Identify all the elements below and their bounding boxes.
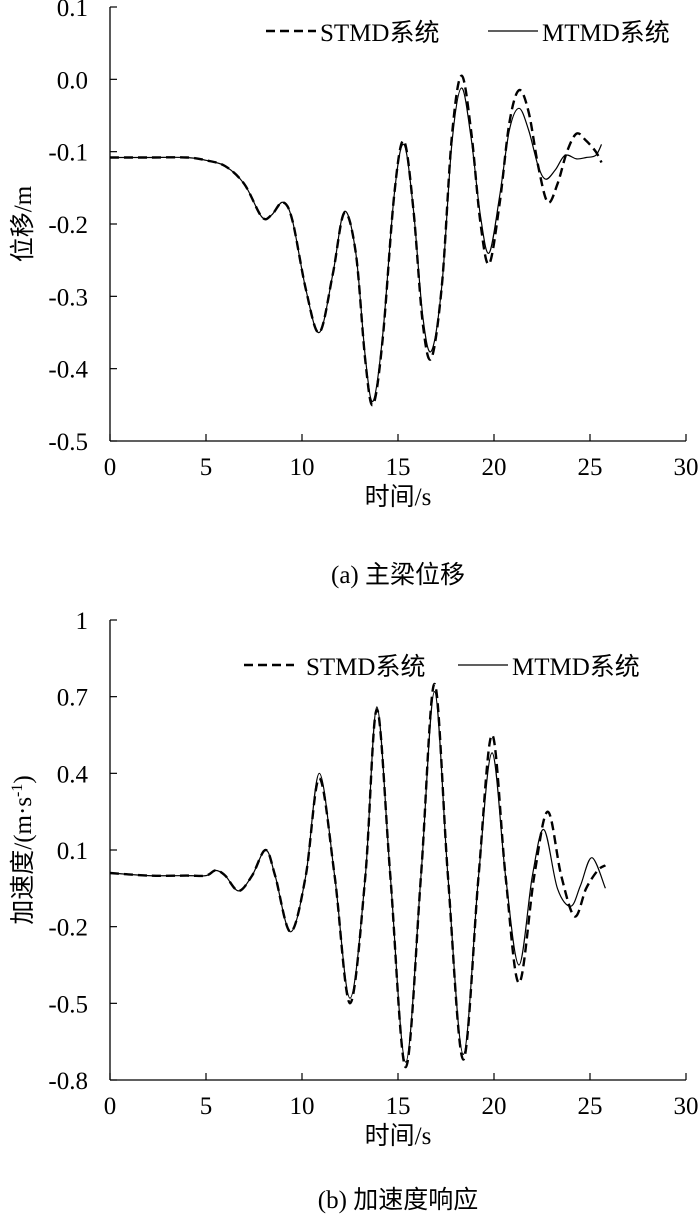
x-axis-label: 时间/s (365, 483, 432, 511)
x-axis-label: 时间/s (365, 1122, 432, 1150)
y-tick-label: -0.8 (48, 1068, 88, 1095)
legend: STMD系统 MTMD系统 (266, 19, 670, 47)
panel-b-chart: 0 5 10 15 20 25 30 1 0.7 0.4 0.1 -0.2 -0.5 -0.8 STMD系… (9, 608, 699, 1214)
y-tick-label: -0.5 (48, 991, 88, 1018)
y-tick-label: -0.2 (48, 212, 88, 239)
series-line-mtmd (109, 691, 606, 1063)
x-tick-label: 0 (104, 454, 117, 481)
y-tick-label: 0.0 (57, 67, 88, 94)
x-tick-label: 20 (482, 454, 507, 481)
x-tick-label: 15 (386, 454, 411, 481)
x-tick-label: 10 (290, 1093, 315, 1120)
x-tick-label: 25 (578, 454, 603, 481)
y-axis-label: 加速度/(m·s-1) (9, 775, 37, 924)
y-tick-label: 0.1 (57, 838, 88, 865)
x-tick-label: 15 (386, 1093, 411, 1120)
x-tick-label: 30 (674, 1093, 699, 1120)
y-tick-label: -0.3 (48, 284, 88, 311)
panel-a-chart: 0 5 10 15 20 25 30 0.1 0.0 -0.1 -0.2 -0.3 -0.4 -0.5 S… (9, 0, 699, 589)
legend-label-stmd: STMD系统 (320, 19, 439, 47)
x-tick-label: 25 (578, 1093, 603, 1120)
x-tick-label: 10 (290, 454, 315, 481)
x-tick-label: 20 (482, 1093, 507, 1120)
x-tick-label: 5 (200, 1093, 213, 1120)
y-tick-label: 0.4 (57, 761, 89, 788)
y-tick-label: -0.4 (48, 357, 88, 384)
y-axis-label-main: 加速度/(m·s (9, 797, 37, 925)
y-tick-label: 0.1 (57, 0, 88, 22)
x-tick-label: 0 (104, 1093, 117, 1120)
x-tick-label: 5 (200, 454, 213, 481)
series-line-mtmd (110, 87, 603, 402)
y-axis-label-close: ) (10, 775, 37, 783)
series-line-stmd (110, 74, 603, 407)
y-axis-label-superscript: -1 (9, 784, 26, 797)
y-tick-label: 1 (76, 608, 89, 635)
legend: STMD系统 MTMD系统 (244, 653, 640, 681)
y-axis-label: 位移/m (9, 185, 37, 262)
x-tick-label: 30 (674, 454, 699, 481)
panel-caption: (b) 加速度响应 (318, 1186, 478, 1214)
legend-label-mtmd: MTMD系统 (542, 19, 670, 47)
y-tick-label: 0.7 (57, 685, 88, 712)
y-tick-label: -0.1 (48, 140, 88, 167)
legend-label-mtmd: MTMD系统 (512, 653, 640, 681)
y-tick-label: -0.5 (48, 429, 88, 456)
y-tick-label: -0.2 (48, 915, 88, 942)
legend-label-stmd: STMD系统 (306, 653, 425, 681)
panel-caption: (a) 主梁位移 (331, 561, 465, 589)
